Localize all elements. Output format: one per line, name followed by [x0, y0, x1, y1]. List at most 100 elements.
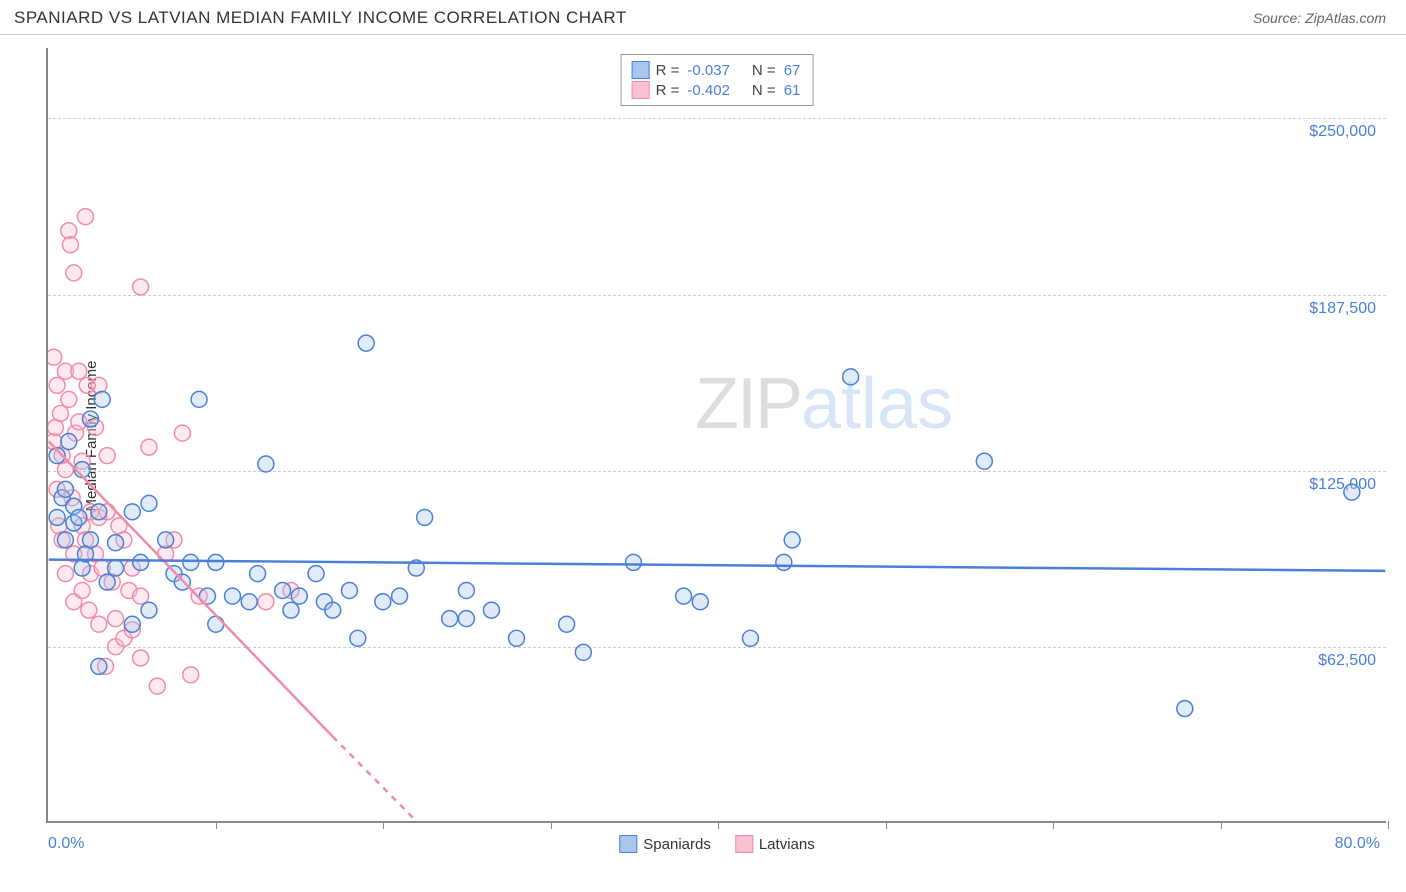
data-point: [91, 377, 107, 393]
data-point: [91, 616, 107, 632]
data-point: [149, 678, 165, 694]
plot-area: ZIPatlas R = -0.037 N = 67 R = -0.402 N …: [46, 48, 1386, 823]
data-point: [442, 611, 458, 627]
data-point: [308, 566, 324, 582]
data-point: [62, 237, 78, 253]
legend-n-val-latvians: 61: [784, 82, 801, 99]
x-tick: [1221, 821, 1222, 829]
data-point: [183, 554, 199, 570]
data-point: [776, 554, 792, 570]
legend-swatch-spaniards: [619, 835, 637, 853]
x-tick: [216, 821, 217, 829]
legend-series: Spaniards Latvians: [619, 835, 814, 853]
legend-r-val-latvians: -0.402: [687, 82, 730, 99]
data-point: [358, 335, 374, 351]
legend-n-val-spaniards: 67: [784, 62, 801, 79]
legend-stats-row-2: R = -0.402 N = 61: [632, 81, 803, 99]
legend-swatch-latvians: [735, 835, 753, 853]
data-point: [417, 509, 433, 525]
legend-swatch-spaniards: [632, 61, 650, 79]
legend-label-spaniards: Spaniards: [643, 836, 711, 853]
data-point: [509, 630, 525, 646]
data-point: [141, 495, 157, 511]
data-point: [133, 588, 149, 604]
data-point: [575, 644, 591, 660]
data-point: [83, 532, 99, 548]
data-point: [225, 588, 241, 604]
data-point: [71, 363, 87, 379]
x-tick: [1053, 821, 1054, 829]
data-point: [458, 611, 474, 627]
trend-line: [49, 560, 1386, 571]
data-point: [57, 481, 73, 497]
data-point: [91, 658, 107, 674]
data-point: [208, 554, 224, 570]
data-point: [108, 611, 124, 627]
legend-n-label: N =: [752, 82, 776, 99]
data-point: [133, 279, 149, 295]
data-point: [559, 616, 575, 632]
x-tick: [1388, 821, 1389, 829]
chart-header: SPANIARD VS LATVIAN MEDIAN FAMILY INCOME…: [0, 0, 1406, 35]
data-point: [283, 602, 299, 618]
data-point: [133, 650, 149, 666]
data-point: [71, 509, 87, 525]
data-point: [94, 391, 110, 407]
data-point: [66, 265, 82, 281]
data-point: [61, 391, 77, 407]
x-tick: [886, 821, 887, 829]
legend-r-val-spaniards: -0.037: [687, 62, 730, 79]
x-tick: [551, 821, 552, 829]
data-point: [91, 504, 107, 520]
data-point: [183, 667, 199, 683]
legend-r-label: R =: [656, 62, 680, 79]
data-point: [625, 554, 641, 570]
data-point: [392, 588, 408, 604]
data-point: [124, 616, 140, 632]
data-point: [843, 369, 859, 385]
data-point: [49, 509, 65, 525]
data-point: [742, 630, 758, 646]
data-point: [191, 391, 207, 407]
data-point: [49, 377, 65, 393]
data-point: [483, 602, 499, 618]
data-point: [99, 448, 115, 464]
data-point: [74, 583, 90, 599]
chart-title: SPANIARD VS LATVIAN MEDIAN FAMILY INCOME…: [14, 8, 627, 28]
data-point: [976, 453, 992, 469]
data-point: [250, 566, 266, 582]
x-tick: [383, 821, 384, 829]
legend-item-latvians: Latvians: [735, 835, 815, 853]
data-point: [692, 594, 708, 610]
data-point: [99, 574, 115, 590]
data-point: [108, 560, 124, 576]
data-point: [52, 405, 68, 421]
scatter-svg: [48, 48, 1386, 821]
data-point: [108, 535, 124, 551]
data-point: [784, 532, 800, 548]
legend-stats-row-1: R = -0.037 N = 67: [632, 61, 803, 79]
legend-label-latvians: Latvians: [759, 836, 815, 853]
data-point: [325, 602, 341, 618]
x-axis-end-label: 80.0%: [1335, 835, 1380, 853]
data-point: [83, 411, 99, 427]
chart-source: Source: ZipAtlas.com: [1253, 10, 1386, 26]
data-point: [141, 439, 157, 455]
x-tick: [718, 821, 719, 829]
data-point: [341, 583, 357, 599]
data-point: [350, 630, 366, 646]
chart-container: Median Family Income ZIPatlas R = -0.037…: [46, 48, 1386, 823]
data-point: [174, 425, 190, 441]
legend-item-spaniards: Spaniards: [619, 835, 711, 853]
data-point: [291, 588, 307, 604]
data-point: [81, 602, 97, 618]
data-point: [141, 602, 157, 618]
legend-n-label: N =: [752, 62, 776, 79]
data-point: [74, 560, 90, 576]
data-point: [1177, 701, 1193, 717]
data-point: [208, 616, 224, 632]
data-point: [1344, 484, 1360, 500]
data-point: [57, 566, 73, 582]
data-point: [458, 583, 474, 599]
data-point: [48, 349, 62, 365]
